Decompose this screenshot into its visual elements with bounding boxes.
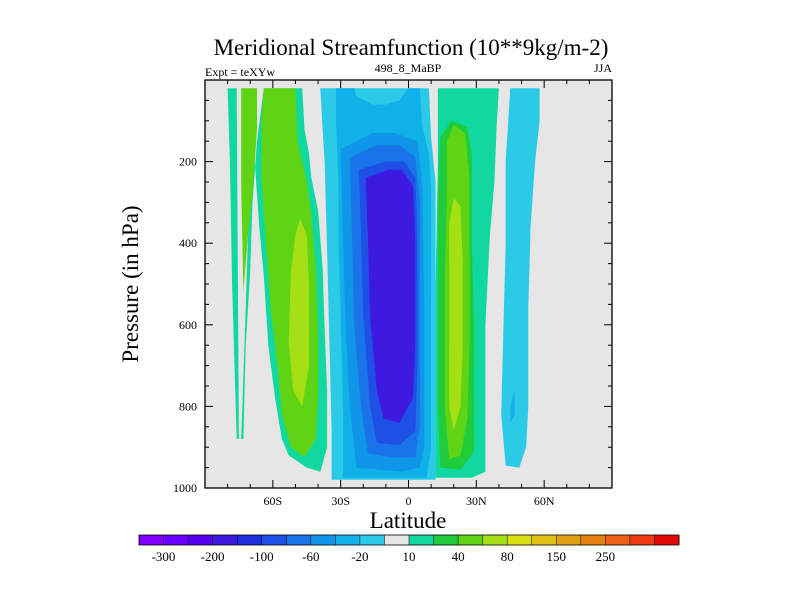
colorbar-label: 250 [596,549,616,564]
x-tick-label: 60N [534,494,555,508]
colorbar: -300 -200 -100 -60 -20 10 40 80 150 250 [138,534,680,564]
colorbar-swatch [188,535,213,545]
contour-region-15 [510,390,515,423]
colorbar-label: 10 [403,549,416,564]
colorbar-swatch [433,535,459,545]
colorbar-swatch [139,535,164,545]
colorbar-swatch [654,535,680,545]
colorbar-swatch [409,535,434,545]
colorbar-swatch [458,535,483,545]
period-label: 498_8_MaBP [375,61,442,75]
y-tick-label: 800 [179,399,197,413]
colorbar-swatch [507,535,533,545]
colorbar-swatch [335,535,361,545]
colorbar-label: -300 [152,549,176,564]
contour-region-13 [449,198,463,431]
x-axis-label: Latitude [370,508,447,533]
x-tick-label: 60S [263,494,282,508]
y-axis-label: Pressure (in hPa) [118,205,143,362]
season-label: JJA [594,61,612,75]
y-tick-label: 600 [179,318,197,332]
plot-area: 60S 30S 0 30N 60N 200 400 600 800 1000 [173,79,613,508]
colorbar-swatch [384,535,410,545]
y-tick-label: 200 [179,155,197,169]
colorbar-swatch [163,535,189,545]
colorbar-label: -100 [250,549,274,564]
contour-region-1 [241,88,257,293]
axis-ticks: 60S 30S 0 30N 60N 200 400 600 800 1000 [173,80,612,508]
colorbar-swatch [482,535,508,545]
x-tick-label: 30N [466,494,487,508]
colorbar-label: 150 [547,549,567,564]
colorbar-swatch [531,535,557,545]
y-tick-label: 1000 [173,481,197,495]
y-tick-label: 400 [179,236,197,250]
contour-region-3 [288,218,309,407]
colorbar-swatch [310,535,336,545]
colorbar-label: 40 [452,549,465,564]
colorbar-swatch [212,535,238,545]
colorbar-swatch [237,535,263,545]
colorbar-swatch [359,535,385,545]
contour-regions [227,88,540,480]
colorbar-label: -60 [302,549,319,564]
x-tick-label: 30S [331,494,350,508]
colorbar-label: 80 [501,549,514,564]
contour-region-9 [365,169,416,423]
colorbar-swatch [580,535,606,545]
colorbar-swatch [286,535,312,545]
colorbar-swatch [556,535,582,545]
experiment-label: Expt = teXYw [205,65,275,79]
colorbar-swatch [629,535,655,545]
colorbar-swatch [261,535,287,545]
colorbar-label: -200 [201,549,225,564]
chart-title: Meridional Streamfunction (10**9kg/m-2) [214,35,609,60]
x-tick-label: 0 [406,494,412,508]
colorbar-swatch [605,535,631,545]
contour-region-14 [501,88,540,468]
colorbar-label: -20 [351,549,368,564]
